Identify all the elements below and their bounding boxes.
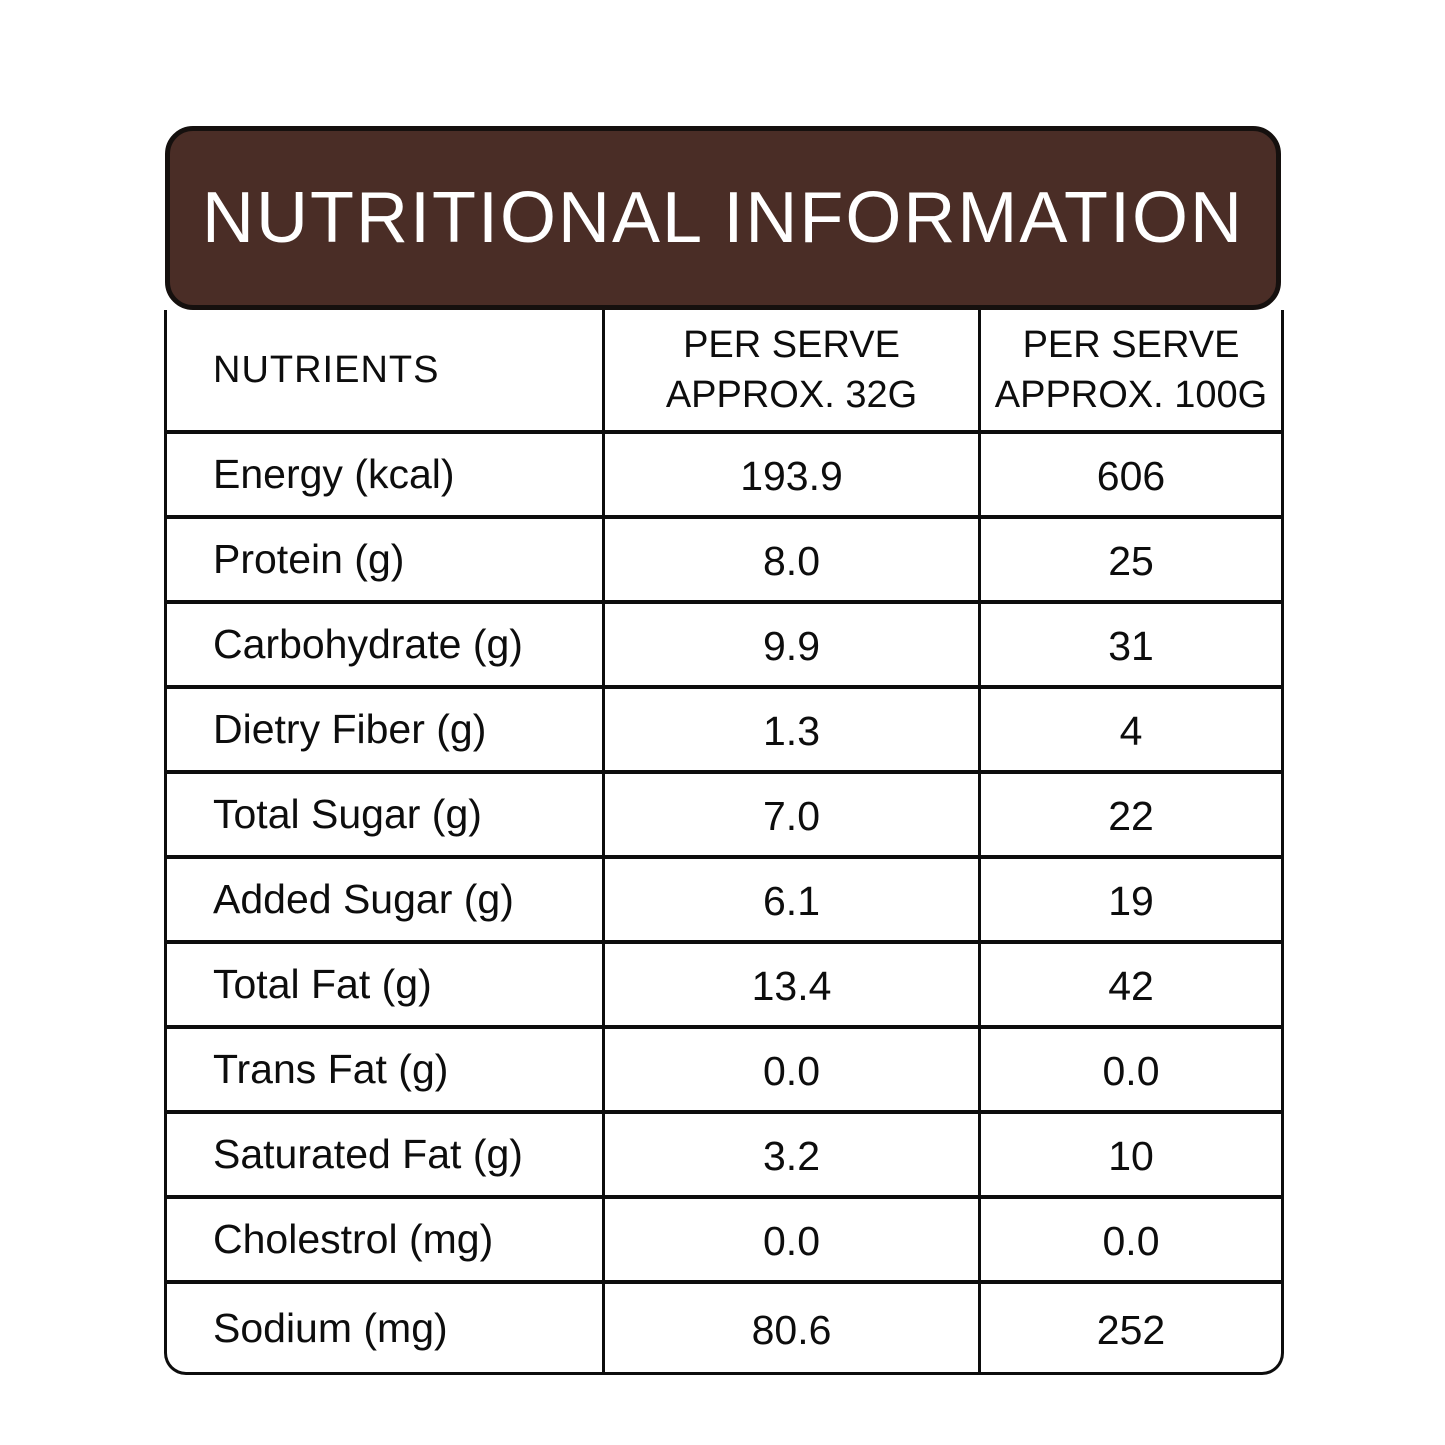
value-per-serve-100g: 0.0 (1102, 1048, 1160, 1094)
value-per-serve-100g: 0.0 (1102, 1218, 1160, 1264)
column-header-per-serve-100g-line2: APPROX. 100G (994, 374, 1268, 416)
nutrient-name: Dietry Fiber (g) (167, 689, 605, 770)
table-row-protein: Protein (g) 8.0 25 (167, 515, 1281, 600)
column-header-per-serve-100g-line1: PER SERVE (1022, 323, 1240, 366)
table-row-total-sugar: Total Sugar (g) 7.0 22 (167, 770, 1281, 855)
value-per-serve-32g: 0.0 (605, 1199, 981, 1280)
page-title: NUTRITIONAL INFORMATION (202, 178, 1244, 258)
nutrient-name: Added Sugar (g) (167, 859, 605, 940)
nutrient-name: Protein (g) (167, 519, 605, 600)
value-per-serve-32g: 80.6 (605, 1284, 981, 1372)
nutrient-name: Saturated Fat (g) (167, 1114, 605, 1195)
table-row-total-fat: Total Fat (g) 13.4 42 (167, 940, 1281, 1025)
value-per-serve-32g: 6.1 (605, 859, 981, 940)
value-per-serve-32g: 8.0 (605, 519, 981, 600)
column-header-per-serve-100g: PER SERVE APPROX. 100G (981, 310, 1281, 430)
nutrient-name: Total Sugar (g) (167, 774, 605, 855)
value-per-serve-32g: 1.3 (605, 689, 981, 770)
table-row-cholestrol: Cholestrol (mg) 0.0 0.0 (167, 1195, 1281, 1280)
table-row-carbohydrate: Carbohydrate (g) 9.9 31 (167, 600, 1281, 685)
column-header-per-serve-32g: PER SERVE APPROX. 32G (605, 310, 981, 430)
value-per-serve-100g: 22 (1108, 793, 1154, 839)
table-row-dietry-fiber: Dietry Fiber (g) 1.3 4 (167, 685, 1281, 770)
table-header-row: NUTRIENTS PER SERVE APPROX. 32G PER SERV… (167, 310, 1281, 430)
value-per-serve-32g: 9.9 (605, 604, 981, 685)
value-per-serve-32g: 13.4 (605, 944, 981, 1025)
nutrient-name: Trans Fat (g) (167, 1029, 605, 1110)
value-per-serve-100g: 19 (1108, 878, 1154, 924)
value-per-serve-32g: 3.2 (605, 1114, 981, 1195)
column-header-nutrients: NUTRIENTS (167, 310, 605, 430)
column-header-per-serve-32g-line2: APPROX. 32G (665, 374, 918, 416)
nutrition-table: NUTRIENTS PER SERVE APPROX. 32G PER SERV… (164, 310, 1284, 1375)
table-row-trans-fat: Trans Fat (g) 0.0 0.0 (167, 1025, 1281, 1110)
table-row-added-sugar: Added Sugar (g) 6.1 19 (167, 855, 1281, 940)
value-per-serve-100g: 25 (1108, 538, 1154, 584)
nutrient-name: Energy (kcal) (167, 434, 605, 515)
value-per-serve-100g: 31 (1108, 623, 1154, 669)
column-header-per-serve-32g-line1: PER SERVE (683, 323, 900, 366)
value-per-serve-100g: 42 (1108, 963, 1154, 1009)
value-per-serve-32g: 193.9 (605, 434, 981, 515)
nutrient-name: Carbohydrate (g) (167, 604, 605, 685)
value-per-serve-32g: 0.0 (605, 1029, 981, 1110)
nutrient-name: Total Fat (g) (167, 944, 605, 1025)
value-per-serve-100g: 252 (1096, 1306, 1166, 1353)
value-per-serve-100g: 10 (1108, 1133, 1154, 1179)
nutrient-name: Sodium (mg) (167, 1284, 605, 1372)
value-per-serve-100g: 606 (1096, 453, 1166, 499)
table-row-energy: Energy (kcal) 193.9 606 (167, 430, 1281, 515)
value-per-serve-32g: 7.0 (605, 774, 981, 855)
nutrient-name: Cholestrol (mg) (167, 1199, 605, 1280)
value-per-serve-100g: 4 (1119, 708, 1143, 754)
table-row-sodium: Sodium (mg) 80.6 252 (167, 1280, 1281, 1372)
nutritional-information-banner: NUTRITIONAL INFORMATION (165, 126, 1281, 310)
table-row-saturated-fat: Saturated Fat (g) 3.2 10 (167, 1110, 1281, 1195)
